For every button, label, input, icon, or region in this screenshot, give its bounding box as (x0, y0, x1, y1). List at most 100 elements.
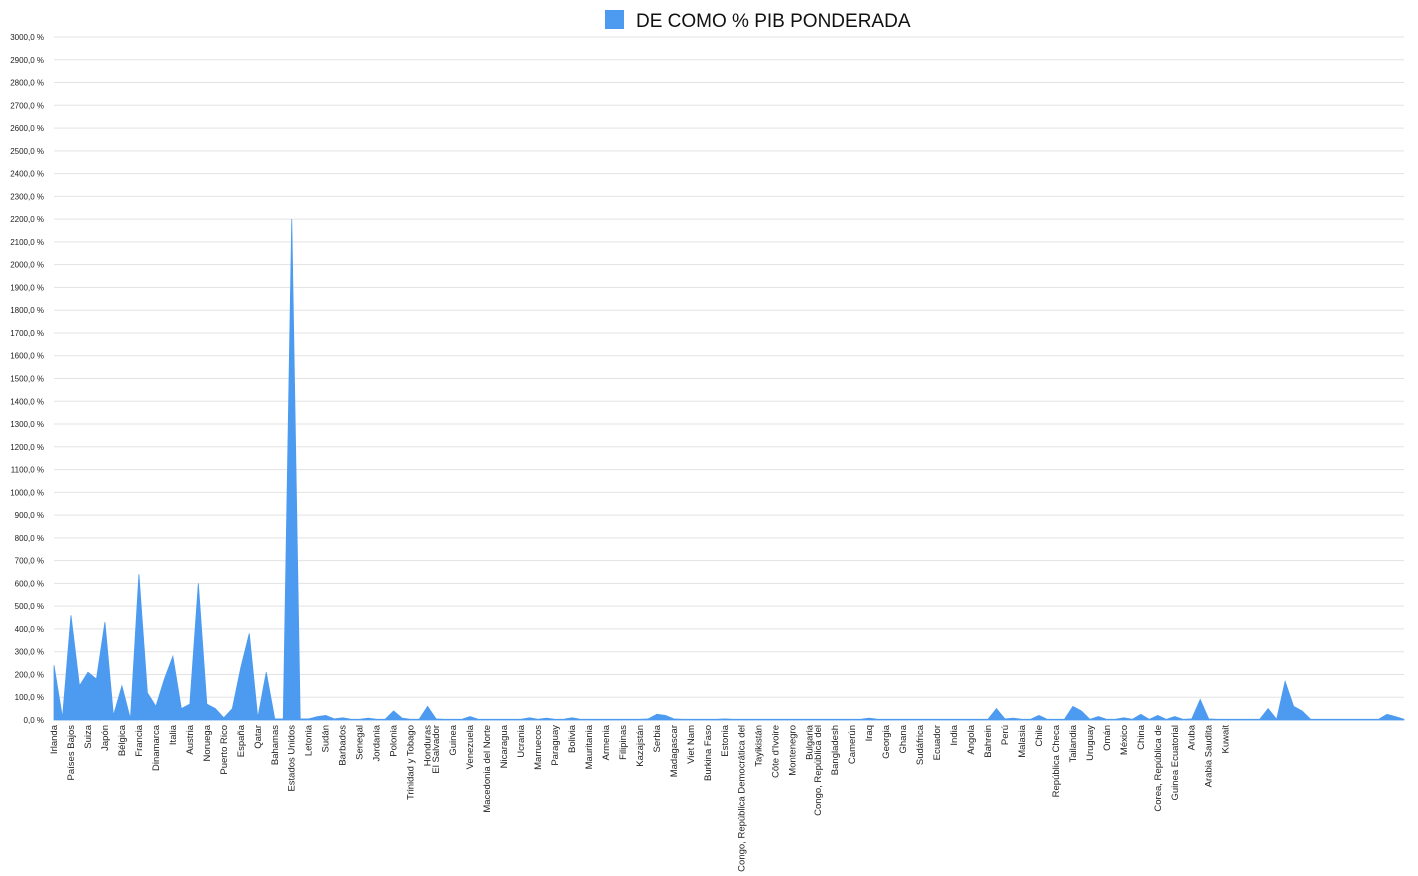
gridlines (54, 36, 1404, 721)
y-tick-label: 1600,0 % (10, 352, 44, 361)
x-tick-label: Senegal (355, 725, 366, 760)
x-tick-label: México (1119, 725, 1130, 755)
y-tick-label: 1200,0 % (10, 443, 44, 452)
x-tick-label: Ecuador (932, 725, 943, 760)
y-tick-label: 400,0 % (15, 625, 44, 634)
x-axis-ticks: Irlanda Países Bajos Suiza Japón Bélgica Fran… (49, 724, 1232, 872)
x-tick-label: Sudáfrica (915, 724, 926, 765)
y-tick-label: 900,0 % (15, 511, 44, 520)
x-tick-label: Congo, República del (813, 725, 824, 816)
x-tick-label: República Checa (1051, 724, 1062, 797)
x-tick-label: Bolivia (567, 724, 578, 753)
y-tick-label: 1400,0 % (10, 397, 44, 406)
x-tick-label: Aruba (1187, 724, 1198, 750)
x-tick-label: Suiza (83, 724, 94, 748)
x-tick-label: España (236, 724, 247, 757)
legend[interactable]: DE COMO % PIB PONDERADA (605, 10, 911, 32)
x-tick-label: Burkina Faso (703, 725, 714, 781)
y-tick-label: 1100,0 % (11, 466, 44, 475)
x-tick-label: Bahamas (270, 725, 281, 765)
x-tick-label: Tailandia (1068, 724, 1079, 762)
y-tick-label: 500,0 % (15, 602, 44, 611)
x-tick-label: Guinea (448, 724, 459, 755)
y-tick-label: 600,0 % (15, 579, 44, 588)
y-tick-label: 1700,0 % (10, 329, 44, 338)
x-tick-label: Ucrania (516, 724, 527, 757)
series-area-layer (53, 219, 1405, 721)
y-tick-label: 700,0 % (15, 557, 44, 566)
y-tick-label: 2400,0 % (10, 170, 44, 179)
x-tick-label: Bangladesh (830, 725, 841, 775)
x-tick-label: Serbia (652, 724, 663, 752)
x-tick-label: Kazajstán (635, 725, 646, 767)
x-tick-label: Estados Unidos (287, 725, 298, 792)
y-tick-label: 2500,0 % (10, 147, 44, 156)
y-tick-label: 300,0 % (15, 648, 44, 657)
x-tick-label: Jordania (372, 724, 383, 761)
x-tick-label: Francia (134, 724, 145, 756)
y-tick-label: 1000,0 % (10, 488, 44, 497)
x-tick-label: China (1136, 724, 1147, 750)
x-tick-label: Irlanda (49, 724, 60, 754)
x-tick-label: Montenegro (788, 725, 799, 776)
x-tick-label: Austria (185, 724, 196, 754)
x-tick-label: Puerto Rico (219, 725, 230, 775)
x-tick-label: Angola (966, 724, 977, 754)
x-tick-label: Qatar (253, 725, 264, 749)
y-tick-label: 0,0 % (24, 716, 44, 725)
x-tick-label: Trinidad y Tobago (406, 725, 417, 800)
legend-label: DE COMO % PIB PONDERADA (636, 11, 911, 32)
y-tick-label: 200,0 % (15, 670, 44, 679)
y-tick-label: 100,0 % (15, 693, 44, 702)
y-tick-label: 2800,0 % (10, 79, 44, 88)
x-tick-label: Tayikistán (754, 725, 765, 767)
x-tick-label: Japón (100, 725, 111, 751)
x-tick-label: Macedonia del Norte (482, 725, 493, 813)
x-tick-label: Bélgica (117, 724, 128, 756)
x-tick-label: Uruguay (1085, 725, 1096, 761)
x-tick-label: Camerún (847, 725, 858, 764)
x-tick-label: Omán (1102, 725, 1113, 751)
y-tick-label: 800,0 % (15, 534, 44, 543)
x-tick-label: Congo, República Democrática del (737, 725, 748, 872)
x-tick-label: Letonia (304, 724, 315, 756)
x-tick-label: Bulgaria (805, 724, 816, 760)
x-tick-label: Bahrein (983, 725, 994, 758)
y-tick-label: 2600,0 % (10, 124, 44, 133)
y-tick-label: 2000,0 % (10, 261, 44, 270)
x-tick-label: Mauritania (584, 724, 595, 769)
x-tick-label: Chile (1034, 725, 1045, 747)
x-tick-label: Kuwait (1221, 725, 1232, 754)
y-tick-label: 2100,0 % (10, 238, 44, 247)
x-tick-label: Malasia (1017, 724, 1028, 757)
legend-swatch (605, 10, 624, 29)
x-tick-label: Madagascar (669, 725, 680, 777)
x-tick-label: Venezuela (465, 724, 476, 769)
x-tick-label: Sudán (321, 725, 332, 752)
x-tick-label: Perú (1000, 725, 1011, 745)
series-area (53, 219, 1405, 721)
x-tick-label: Arabia Saudita (1204, 724, 1215, 787)
y-axis-ticks: 0,0 % 100,0 % 200,0 % 300,0 % 400,0 % 500,0 %… (10, 33, 44, 725)
x-tick-label: Italia (168, 724, 179, 745)
x-tick-label: Viet Nam (686, 725, 697, 764)
y-tick-label: 2300,0 % (10, 192, 44, 201)
x-tick-label: Georgia (881, 724, 892, 759)
x-tick-label: Ghana (898, 724, 909, 753)
x-tick-label: Côte d'Ivoire (771, 725, 782, 778)
x-tick-label: India (949, 724, 960, 745)
x-tick-label: Paraguay (550, 725, 561, 766)
x-tick-label: Iraq (864, 725, 875, 741)
x-tick-label: Armenia (601, 724, 612, 760)
y-tick-label: 1900,0 % (10, 283, 44, 292)
x-tick-label: Corea, República de (1153, 725, 1164, 812)
x-tick-label: Barbados (338, 725, 349, 766)
x-tick-label: Honduras (423, 725, 434, 766)
x-tick-label: Dinamarca (151, 724, 162, 771)
x-tick-label: Filipinas (618, 725, 629, 760)
x-tick-label: Países Bajos (66, 725, 77, 781)
y-tick-label: 1800,0 % (10, 306, 44, 315)
x-tick-label: Polonia (389, 724, 400, 756)
x-tick-label: Guinea Ecuatorial (1170, 725, 1181, 801)
